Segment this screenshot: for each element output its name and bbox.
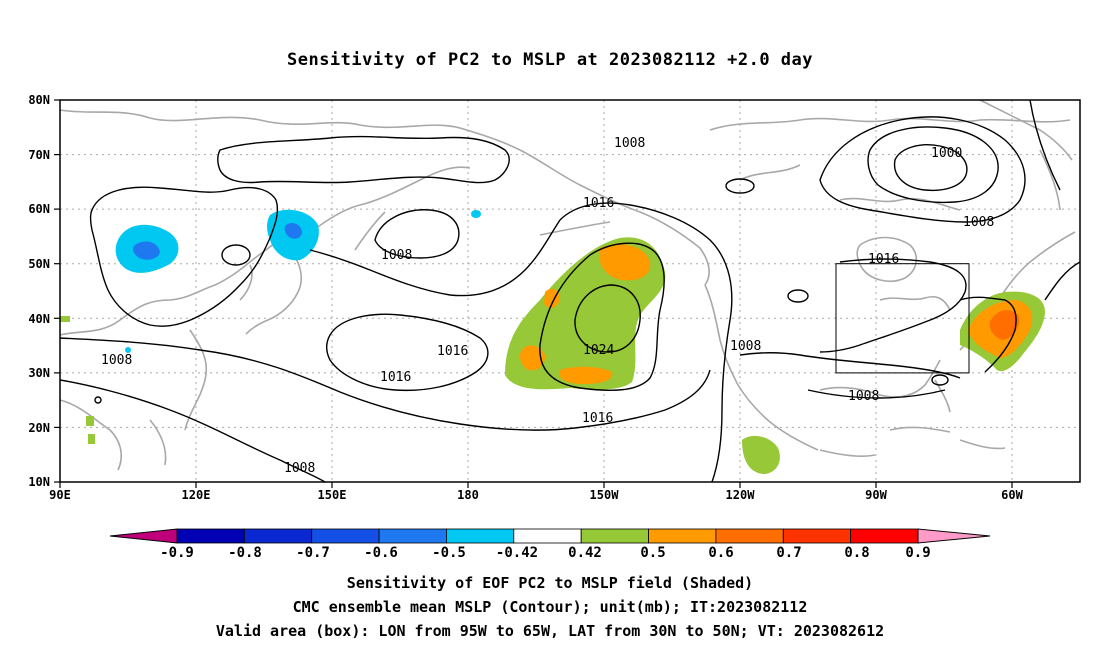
lat-label: 30N <box>28 366 50 380</box>
colorbar-swatch <box>176 528 245 544</box>
positive-region-mid <box>599 244 651 281</box>
colorbar <box>109 528 991 544</box>
colorbar-swatch <box>243 528 313 544</box>
contour-label: 1008 <box>963 215 994 230</box>
lon-label: 60W <box>1001 488 1023 502</box>
longitude-labels: 90E 120E 150E 180 150W 120W 90W 60W <box>49 488 1023 502</box>
contour-label: 1016 <box>583 196 614 211</box>
colorbar-tick-label: 0.7 <box>776 545 801 561</box>
lat-label: 50N <box>28 257 50 271</box>
contour-labels: 1008 1000 1008 1016 1008 1016 1016 1024 … <box>101 136 994 476</box>
footer-line-3: Valid area (box): LON from 95W to 65W, L… <box>215 622 885 640</box>
lon-label: 180 <box>457 488 479 502</box>
lon-label: 90E <box>49 488 71 502</box>
colorbar-swatch <box>580 528 649 544</box>
positive-region-high <box>989 310 1020 340</box>
contour-label: 1016 <box>380 370 411 385</box>
negative-region-strong <box>284 222 302 239</box>
lon-label: 120W <box>726 488 756 502</box>
colorbar-labels: -0.9 -0.8 -0.7 -0.6 -0.5 -0.42 0.42 0.5 … <box>160 545 931 561</box>
lat-label: 20N <box>28 421 50 435</box>
colorbar-swatch <box>513 528 582 544</box>
positive-region <box>742 435 780 474</box>
colorbar-tick-label: -0.5 <box>432 545 466 561</box>
contour-label: 1008 <box>101 353 132 368</box>
plot-frame <box>59 99 1081 483</box>
lon-label: 90W <box>865 488 887 502</box>
positive-region-mid <box>544 288 560 309</box>
contour-label: 1016 <box>868 252 899 267</box>
positive-region-mid <box>520 345 546 371</box>
colorbar-swatch <box>446 528 515 544</box>
lat-label: 80N <box>28 93 50 107</box>
colorbar-swatch <box>715 528 784 544</box>
sensitivity-shading <box>60 209 1045 474</box>
colorbar-tick-label: 0.5 <box>640 545 665 561</box>
contour-label: 1008 <box>730 339 761 354</box>
contour-label: 1016 <box>582 411 613 426</box>
contour-label: 1008 <box>284 461 315 476</box>
contour-label: 1008 <box>848 389 879 404</box>
lon-label: 150W <box>590 488 620 502</box>
colorbar-swatch <box>850 528 919 544</box>
latitude-labels: 80N 70N 60N 50N 40N 30N 20N 10N <box>28 93 50 489</box>
contour-label: 1000 <box>931 146 962 161</box>
lat-label: 60N <box>28 202 50 216</box>
colorbar-swatch <box>378 528 447 544</box>
negative-spot <box>125 347 131 353</box>
colorbar-swatch <box>311 528 380 544</box>
footer-line-1: Sensitivity of EOF PC2 to MSLP field (Sh… <box>346 574 754 592</box>
contour-label: 1024 <box>583 343 614 358</box>
lat-label: 70N <box>28 148 50 162</box>
colorbar-arrow-left <box>109 528 178 544</box>
colorbar-tick-label: -0.7 <box>296 545 330 561</box>
positive-region-mid <box>559 366 613 385</box>
negative-region-strong <box>133 241 160 260</box>
lon-label: 120E <box>182 488 211 502</box>
colorbar-tick-label: -0.42 <box>496 545 538 561</box>
colorbar-tick-label: 0.6 <box>708 545 733 561</box>
lat-label: 10N <box>28 475 50 489</box>
colorbar-tick-label: -0.8 <box>228 545 262 561</box>
colorbar-tick-label: -0.9 <box>160 545 194 561</box>
colorbar-swatch <box>648 528 717 544</box>
map-title: Sensitivity of PC2 to MSLP at 2023082112… <box>286 50 813 70</box>
colorbar-tick-label: -0.6 <box>364 545 398 561</box>
negative-spot <box>471 210 481 218</box>
colorbar-tick-label: 0.8 <box>844 545 869 561</box>
contour-label: 1008 <box>614 136 645 151</box>
contour-label: 1016 <box>437 344 468 359</box>
mslp-contours <box>59 99 1081 483</box>
contour-label: 1008 <box>381 248 412 263</box>
colorbar-tick-label: 0.42 <box>568 545 602 561</box>
lat-label: 40N <box>28 312 50 326</box>
valid-area-box <box>835 263 970 374</box>
footer-line-2: CMC ensemble mean MSLP (Contour); unit(m… <box>292 598 808 616</box>
colorbar-swatch <box>782 528 852 544</box>
tick-marks <box>54 99 1013 488</box>
colorbar-tick-label: 0.9 <box>905 545 930 561</box>
lon-label: 150E <box>318 488 347 502</box>
colorbar-arrow-right <box>917 528 991 544</box>
